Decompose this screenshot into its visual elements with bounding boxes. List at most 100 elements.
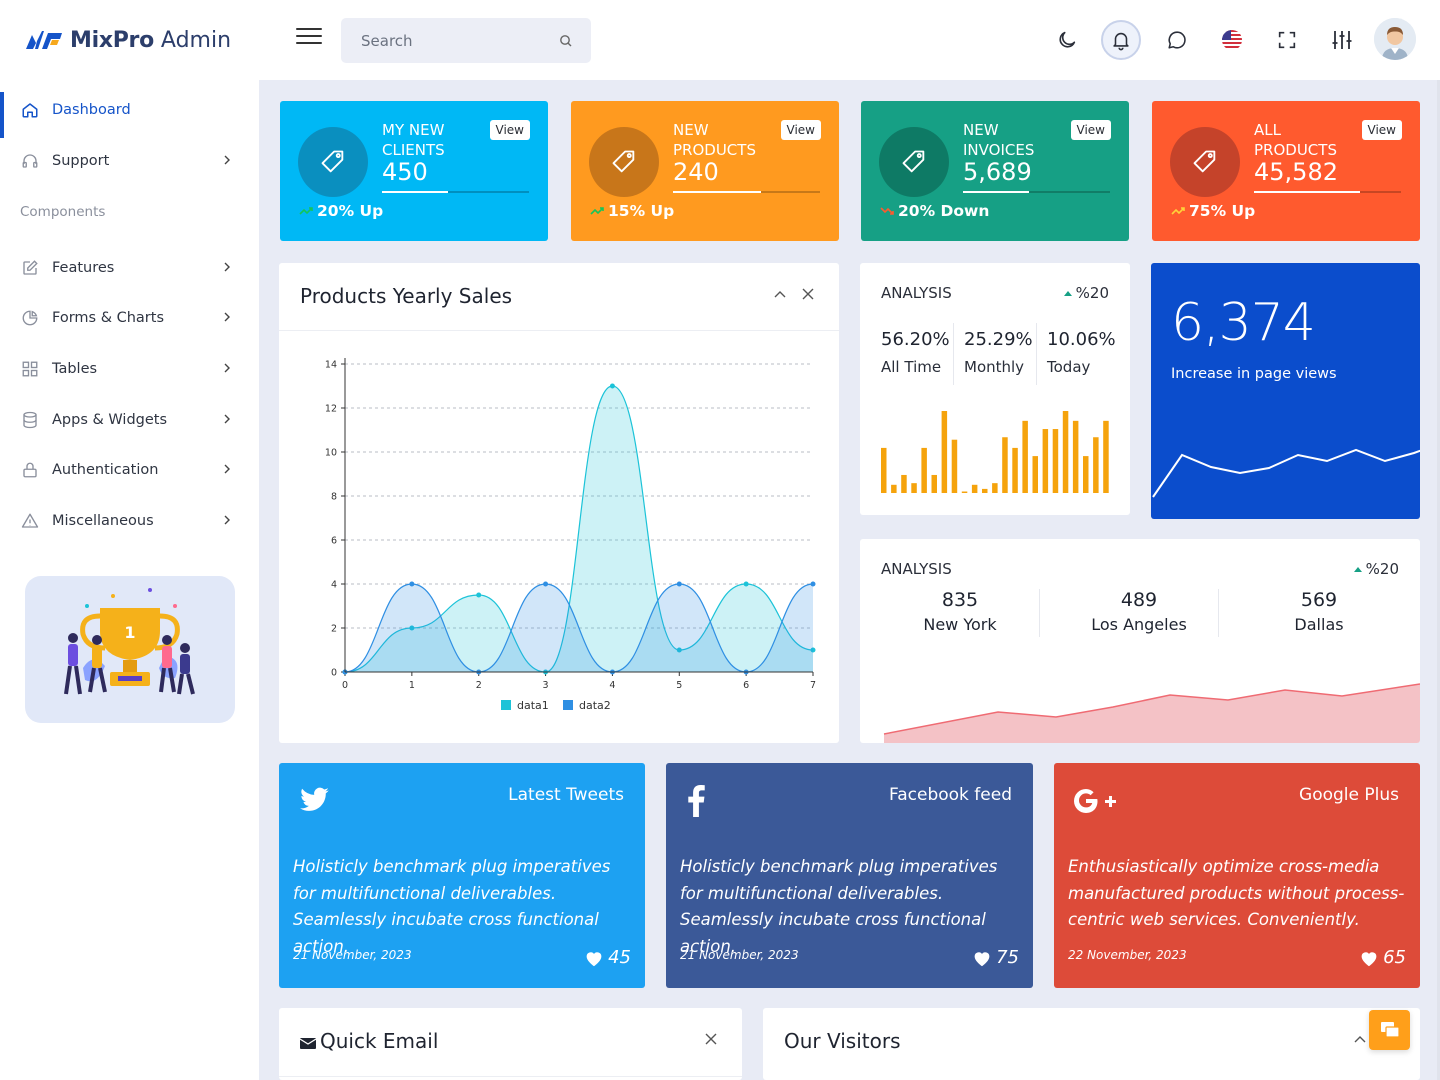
sidebar: Dashboard Support Components Features Fo… [0,80,259,1080]
legend-swatch-data1 [501,700,511,710]
data-point-data2 [676,581,682,587]
social-title: Latest Tweets [508,785,624,805]
y-tick-label: 4 [331,580,337,591]
stat-trend: 20% Up [299,202,383,220]
analysis-bar [1083,456,1089,493]
heart-icon [974,951,990,966]
page-views-sparkline [1152,448,1420,498]
divider [1039,589,1040,637]
fullscreen-icon[interactable] [1267,20,1307,60]
y-tick-label: 10 [325,448,337,459]
analysis-bar [1022,420,1028,493]
view-button[interactable]: View [489,120,530,140]
stat-progress-fill [382,191,449,193]
change-value: %20 [1365,560,1399,578]
brand-logo[interactable]: MixPro Admin [0,28,259,53]
sidebar-item-dashboard[interactable]: Dashboard [0,88,259,138]
us-flag-icon[interactable] [1212,20,1252,60]
caret-up-icon [1063,291,1072,296]
x-tick-label: 4 [609,680,615,691]
envelope-icon [300,1037,316,1049]
analysis-bar [1062,411,1069,493]
y-tick-label: 0 [331,668,337,679]
sidebar-item-apps-widgets[interactable]: Apps & Widgets [0,398,259,442]
collapse-icon[interactable] [1353,1032,1367,1046]
legend-label-data1: data1 [517,699,549,712]
tag-icon [321,150,344,173]
city-value: 835 [941,589,979,611]
social-card-twitter: Latest Tweets Holisticly benchmark plug … [279,763,645,988]
city-stat-new-york: 835 New York [870,589,1050,634]
close-icon[interactable] [704,1032,718,1046]
data-point-data1 [409,625,415,631]
promo-trophy-card[interactable]: 1 [25,576,235,723]
analysis-panel-percent: ANALYSIS %20 56.20% All Time 25.29% Mont… [860,263,1130,515]
chat-launcher-button[interactable] [1369,1010,1410,1050]
data-point-data2 [543,581,549,587]
legend-label-data2: data2 [579,699,611,712]
analysis-bar [1032,456,1038,493]
stat-value: 45,582 [1254,158,1338,186]
stat-trend-label: 20% Up [317,202,384,220]
sidebar-item-label: Apps & Widgets [52,412,168,428]
like-button[interactable]: 75 [972,947,1019,968]
page-views-label: Increase in page views [1171,366,1337,382]
data-point-data1 [676,647,682,653]
hamburger-menu-icon[interactable] [296,28,322,50]
social-text: Holisticly benchmark plug imperatives fo… [293,857,611,956]
bell-icon[interactable] [1101,20,1141,60]
view-button[interactable]: View [1361,120,1402,140]
analysis-bar [881,447,887,493]
chevron-right-icon [224,414,230,424]
close-icon[interactable] [801,287,815,301]
like-button[interactable]: 45 [584,947,631,968]
yearly-sales-panel: Products Yearly Sales 0 2 4 6 8 10 12 14 0 1 2 3 4 5 6… [279,263,839,743]
panel-divider [279,1076,742,1077]
tag-icon-circle [589,127,659,197]
sidebar-item-tables[interactable]: Tables [0,347,259,391]
social-title: Google Plus [1299,785,1399,805]
sidebar-item-label: Features [52,260,115,276]
tag-icon-circle [879,127,949,197]
chevron-right-icon [224,312,230,322]
like-button[interactable]: 65 [1359,947,1406,968]
search-icon[interactable] [559,34,573,48]
page-views-panel: 6,374 Increase in page views [1151,263,1420,519]
sidebar-item-authentication[interactable]: Authentication [0,448,259,492]
social-card-google-plus: Google Plus Enthusiastically optimize cr… [1054,763,1420,988]
moon-icon[interactable] [1047,20,1087,60]
change-badge: %20 [1063,284,1109,302]
y-tick-label: 14 [325,360,337,371]
svg-text:1: 1 [124,623,135,642]
brand-name: MixPro [70,27,154,53]
sidebar-item-label: Dashboard [52,102,131,118]
chat-bubble-icon[interactable] [1157,20,1197,60]
analysis-bar [982,488,988,493]
tag-icon-circle [1170,127,1240,197]
sidebar-item-forms-charts[interactable]: Forms & Charts [0,296,259,340]
panel-divider [279,330,839,331]
search-input[interactable] [361,31,559,50]
stat-progress-bar [673,191,820,193]
collapse-icon[interactable] [773,287,787,301]
view-button[interactable]: View [780,120,821,140]
user-avatar[interactable] [1374,18,1416,60]
warning-icon [20,511,40,531]
sidebar-item-support[interactable]: Support [0,139,259,183]
stat-value: 5,689 [963,158,1032,186]
view-button[interactable]: View [1070,120,1111,140]
x-tick-label: 3 [543,680,549,691]
analysis-stat-all-time: 56.20% All Time [881,329,950,376]
social-text: Enthusiastically optimize cross-media ma… [1068,857,1405,929]
analysis-bar [1042,429,1049,493]
divider [1036,323,1037,385]
analysis-bar [1103,420,1109,493]
edit-icon [20,258,40,278]
sidebar-item-features[interactable]: Features [0,246,259,290]
sidebar-item-miscellaneous[interactable]: Miscellaneous [0,499,259,543]
sliders-icon[interactable] [1322,20,1362,60]
page-scrollbar[interactable] [1437,80,1440,1080]
trend-up-icon [299,207,313,215]
social-date: 21 November, 2023 [293,948,412,962]
